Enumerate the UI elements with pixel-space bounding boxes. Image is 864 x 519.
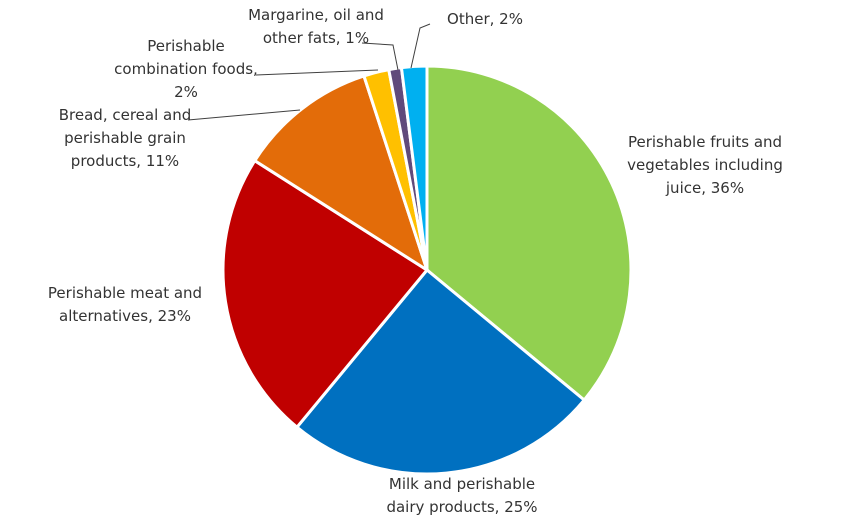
data-label-bread-cereal-and-perishable-grain-products: Bread, cereal and perishable grain product… (59, 106, 192, 170)
leader-line-combination-foods (255, 69, 379, 76)
leader-lines (187, 23, 431, 121)
data-label-perishable-meat-and-alternatives: Perishable meat and alternatives, 23% (48, 284, 202, 325)
data-label-other: Other, 2% (447, 10, 523, 28)
pie-slice-other (399, 64, 429, 271)
pie-slice-bread-cereal-and-perishable-grain-products (252, 74, 430, 274)
data-label-milk-and-perishable-dairy-products: Milk and perishable dairy products, 25% (386, 475, 537, 516)
leader-line-other (410, 23, 431, 69)
leader-line-margarine (361, 42, 399, 71)
pie-slice-perishable-meat-and-alternatives (221, 158, 430, 430)
data-label-margarine-oil-and-other-fats: Margarine, oil and other fats, 1% (248, 6, 384, 47)
pie-slices (221, 64, 633, 476)
pie-slice-milk-and-perishable-dairy-products (294, 267, 587, 476)
data-label-perishable-fruits-and-vegetables-including-juice: Perishable fruits and vegetables includin… (627, 133, 783, 197)
leader-line-bread (187, 109, 301, 121)
data-labels: Perishable fruits and vegetables includin… (48, 6, 783, 516)
pie-slice-perishable-fruits-and-vegetables-including-juice (425, 64, 633, 403)
data-label-perishable-combination-foods: Perishable combination foods, 2% (114, 37, 258, 101)
